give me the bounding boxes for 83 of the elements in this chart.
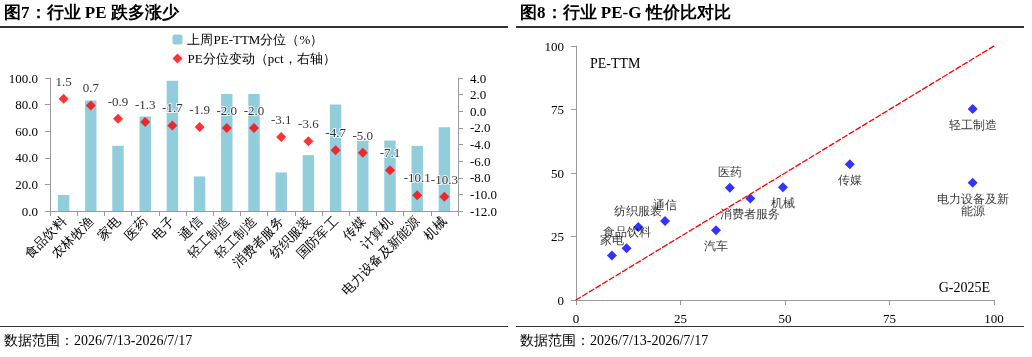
y-tick-label: 80.0 <box>15 97 38 113</box>
point <box>724 182 735 193</box>
x-axis-title: G-2025E <box>938 279 990 295</box>
y-tick-label: 40.0 <box>15 150 38 166</box>
legend-label: 上周PE-TTM分位（%） <box>187 32 324 47</box>
point <box>303 136 314 147</box>
point <box>967 103 978 114</box>
point <box>113 113 123 124</box>
y-tick-label: 60.0 <box>15 123 38 139</box>
point <box>140 117 151 128</box>
point <box>357 147 368 158</box>
annotation: 医药 <box>717 164 742 179</box>
y2-tick-label: 2.0 <box>470 87 487 103</box>
y-tick-label: 100 <box>544 38 564 54</box>
point <box>249 122 259 133</box>
chart-title: 图8：行业 PE-G 性价比对比 <box>516 0 1024 28</box>
x-tick-label: 75 <box>883 311 896 326</box>
data-label: 0.7 <box>82 80 100 96</box>
data-label: -5.0 <box>352 127 374 143</box>
data-label: -0.9 <box>107 93 129 109</box>
data-label: -10.1 <box>403 170 431 186</box>
point <box>85 100 96 111</box>
point <box>967 177 978 188</box>
y2-tick-label: -8.0 <box>470 170 491 186</box>
y2-tick-label: -2.0 <box>470 120 491 136</box>
y2-tick-label: 4.0 <box>470 70 487 86</box>
annotation: 电力设备及新能源 <box>936 191 1009 218</box>
x-tick-label: 医药 <box>121 213 151 243</box>
point <box>660 216 671 227</box>
bar <box>357 140 369 211</box>
data-label: -1.9 <box>189 102 210 118</box>
y-axis-title: PE-TTM <box>590 55 642 71</box>
data-label: -10.3 <box>430 171 458 187</box>
text: 数据范围：2026/7/13-2026/7/17 <box>4 332 194 350</box>
y-tick-label: 75 <box>551 102 564 117</box>
bar <box>193 176 206 211</box>
y2-tick-label: -6.0 <box>470 153 491 169</box>
annotation: 轻工制造 <box>948 117 997 132</box>
y2-tick-label: -12.0 <box>470 203 498 219</box>
point <box>385 165 395 176</box>
legend-label: PE分位变动（pct，右轴） <box>187 51 336 66</box>
x-tick-label: 25 <box>674 311 687 326</box>
bar <box>85 100 97 211</box>
point <box>194 122 205 133</box>
x-tick-label: 机械 <box>420 213 450 243</box>
point <box>276 132 287 143</box>
y2-tick-label: -4.0 <box>470 137 491 152</box>
x-tick-label: 家电 <box>94 213 124 243</box>
x-tick-label: 0 <box>572 311 580 326</box>
point <box>711 225 722 236</box>
annotation: 汽车 <box>704 239 729 254</box>
bar <box>302 155 315 211</box>
point <box>221 122 232 133</box>
y-tick-label: 0 <box>557 292 564 308</box>
x-tick-label: 电子 <box>148 213 178 243</box>
point <box>58 93 69 104</box>
data-label: -1.3 <box>134 97 156 113</box>
y-tick-label: 50 <box>551 165 564 181</box>
annotation: 传媒 <box>837 173 862 188</box>
point <box>844 159 855 170</box>
chart-title: 图7：行业 PE 跌多涨少 <box>0 0 508 28</box>
x-tick-label: 100 <box>984 311 1004 326</box>
y-tick-label: 0.0 <box>21 203 38 219</box>
point <box>167 120 178 131</box>
text: 数据范围：2026/7/13-2026/7/17 <box>520 332 710 350</box>
data-label: -3.6 <box>298 116 320 132</box>
y-tick-label: 20.0 <box>15 176 38 192</box>
y2-tick-label: 0.0 <box>470 103 487 119</box>
point <box>330 145 341 156</box>
point <box>439 191 450 202</box>
y-tick-label: 100.0 <box>8 70 38 86</box>
data-label: 1.5 <box>55 73 72 89</box>
point <box>412 190 423 201</box>
x-tick-label: 50 <box>778 311 792 326</box>
data-label: -3.1 <box>270 112 292 128</box>
point <box>777 182 788 193</box>
bar <box>275 172 287 211</box>
y2-tick-label: -10.0 <box>470 186 498 202</box>
point <box>606 250 617 261</box>
bar <box>57 195 70 211</box>
bar <box>112 145 124 211</box>
data-label: -2.0 <box>243 102 265 118</box>
bar <box>139 116 151 211</box>
